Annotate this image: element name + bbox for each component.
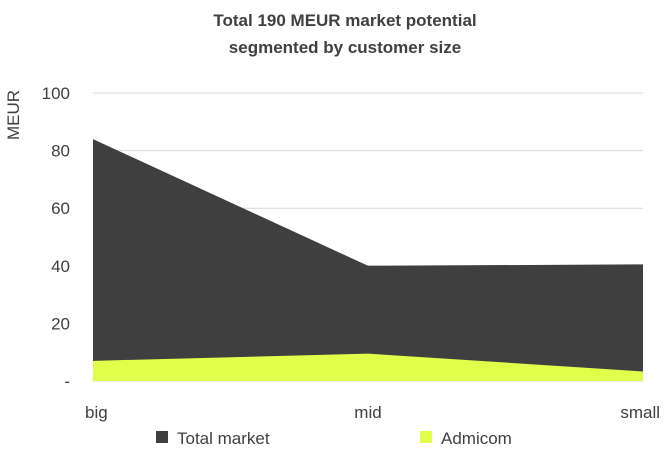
area-total-market: [93, 139, 643, 381]
y-tick-label: 100: [42, 84, 70, 103]
legend-swatch: [420, 431, 432, 443]
y-tick-label: 60: [51, 199, 70, 218]
y-tick-label: 20: [51, 314, 70, 333]
chart-title-line-2: segmented by customer size: [229, 38, 461, 57]
legend-label: Admicom: [441, 429, 512, 448]
y-axis-title: MEUR: [4, 90, 23, 140]
x-tick-label: big: [85, 403, 108, 422]
y-tick-label: 80: [51, 142, 70, 161]
y-tick-label: 40: [51, 257, 70, 276]
legend: Total market Admicom: [156, 429, 512, 448]
chart-title-line-1: Total 190 MEUR market potential: [213, 11, 476, 30]
x-axis-ticks: big mid small: [85, 403, 660, 422]
plot-areas: [93, 139, 643, 381]
legend-item: Admicom: [420, 429, 512, 448]
y-axis-ticks: - 20 40 60 80 100: [42, 84, 70, 391]
x-tick-label: mid: [354, 403, 381, 422]
area-admicom: [93, 353, 643, 381]
chart-title: Total 190 MEUR market potential segmente…: [213, 11, 476, 57]
legend-label: Total market: [177, 429, 270, 448]
x-tick-label: small: [620, 403, 660, 422]
y-tick-label: -: [64, 372, 70, 391]
legend-item: Total market: [156, 429, 270, 448]
legend-swatch: [156, 431, 168, 443]
